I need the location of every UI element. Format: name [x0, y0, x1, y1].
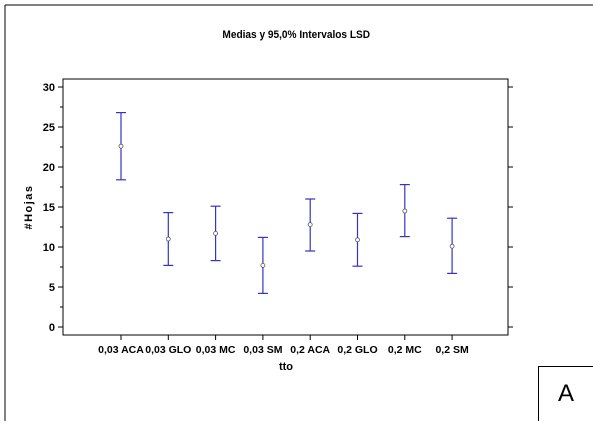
y-tick-label: 0: [49, 322, 55, 334]
y-tick-label: 25: [43, 122, 55, 134]
y-axis: 0 5 10 15 20 25 30: [43, 82, 513, 334]
x-tick-label: 0,2 MC: [388, 344, 422, 356]
interval-5: [305, 198, 316, 252]
mean-point: [260, 262, 266, 268]
y-tick-label: 10: [43, 242, 55, 254]
plot-area: [62, 78, 509, 336]
y-tick-label: 15: [43, 202, 55, 214]
y-tick-label: 5: [49, 282, 55, 294]
mean-point: [449, 243, 455, 249]
x-tick-label: 0,2 SM: [435, 344, 469, 356]
panel-label: A: [538, 366, 593, 421]
interval-2: [163, 212, 174, 266]
y-tick-label: 20: [43, 162, 55, 174]
mean-point: [213, 230, 219, 236]
interval-8: [447, 217, 458, 274]
x-tick-label: 0,03 GLO: [145, 344, 191, 356]
x-tick-label: 0,03 MC: [196, 344, 236, 356]
interval-4: [257, 236, 268, 294]
y-axis-label: #Hojas: [23, 184, 35, 229]
mean-point: [307, 222, 313, 228]
interval-1: [116, 111, 126, 181]
mean-point: [355, 237, 360, 243]
mean-point: [118, 143, 124, 149]
y-tick-label: 30: [43, 82, 55, 94]
x-axis-label: tto: [279, 361, 293, 373]
x-tick-label: 0,03 ACA: [98, 344, 144, 356]
x-tick-label: 0,03 SM: [243, 344, 282, 356]
mean-point: [402, 208, 408, 214]
x-tick-label: 0,2 GLO: [337, 344, 377, 356]
interval-series: [116, 111, 458, 294]
interval-3: [210, 205, 221, 262]
mean-point: [165, 236, 171, 242]
x-tick-label: 0,2 ACA: [290, 344, 330, 356]
interval-6: [352, 212, 363, 267]
interval-7: [399, 184, 410, 238]
x-axis: 0,03 ACA 0,03 GLO 0,03 MC 0,03 SM 0,2 ACA 0,2…: [98, 335, 469, 356]
chart-title: Medias y 95,0% Intervalos LSD: [222, 29, 370, 41]
